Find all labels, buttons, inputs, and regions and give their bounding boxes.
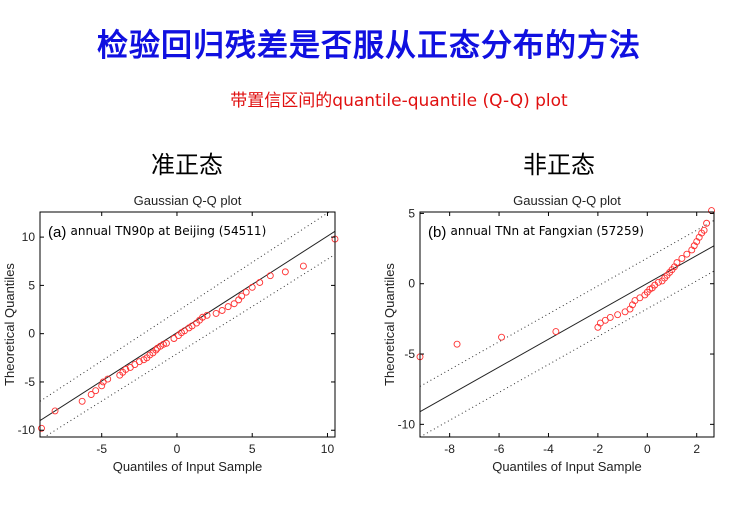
data-point	[683, 250, 691, 258]
confidence-band-lower	[43, 254, 335, 437]
reference-line	[40, 230, 335, 422]
x-tick-label: 2	[693, 442, 700, 456]
y-axis-label: Theoretical Quantiles	[2, 263, 17, 386]
confidence-band-upper	[420, 220, 714, 387]
data-point	[78, 397, 86, 405]
y-tick-label: 0	[28, 327, 35, 341]
x-tick-label: 10	[321, 442, 335, 456]
x-tick-label: -2	[593, 442, 604, 456]
plot-title: Gaussian Q-Q plot	[513, 193, 621, 208]
page-title: 检验回归残差是否服从正态分布的方法	[97, 28, 641, 64]
confidence-band-upper	[40, 212, 331, 402]
data-point	[256, 279, 264, 286]
data-point	[299, 262, 307, 270]
data-point	[203, 311, 211, 319]
data-point	[104, 375, 112, 383]
data-point	[552, 328, 560, 335]
data-point	[218, 307, 226, 314]
data-point	[498, 333, 505, 341]
data-point	[238, 292, 246, 300]
y-tick-label: -5	[404, 347, 415, 361]
data-point	[51, 407, 59, 415]
x-tick-label: -4	[543, 442, 554, 456]
right-panel-label: 非正态	[523, 151, 595, 179]
data-point	[38, 424, 45, 432]
y-axis-label: Theoretical Quantiles	[382, 263, 397, 386]
page-subtitle: 带置信区间的quantile-quantile (Q-Q) plot	[230, 91, 568, 111]
data-point	[92, 387, 100, 395]
data-point	[678, 254, 686, 262]
data-point	[703, 219, 711, 227]
data-point	[700, 226, 708, 234]
qq-plot-a: Gaussian Q-Q plot -5 0 5 10 -10 -5 0 5 10 Quantile…	[2, 193, 339, 474]
x-axis-label: Quantiles of Input Sample	[113, 459, 263, 474]
x-tick-label: 5	[249, 442, 256, 456]
x-axis-label: Quantiles of Input Sample	[492, 459, 642, 474]
axes-box	[39, 211, 336, 438]
data-point	[248, 283, 256, 291]
plot-annotation: (b) annual TNn at Fangxian (57259)	[428, 224, 644, 241]
reference-line	[420, 245, 714, 413]
data-point	[606, 314, 614, 321]
data-point	[131, 361, 139, 369]
data-point	[235, 296, 243, 304]
data-point	[230, 300, 238, 308]
confidence-band-lower	[420, 270, 714, 437]
y-tick-label: 5	[408, 206, 415, 220]
data-point	[152, 346, 160, 354]
data-point	[266, 272, 274, 280]
data-point	[162, 339, 170, 347]
data-point	[673, 259, 681, 267]
y-tick-label: -5	[24, 375, 35, 389]
data-point	[224, 303, 232, 311]
y-tick-label: -10	[398, 417, 416, 431]
data-point	[212, 309, 220, 317]
data-point	[122, 365, 130, 373]
data-point	[614, 311, 622, 319]
axes-box	[419, 211, 715, 438]
plot-annotation: (a) annual TN90p at Beijing (54511)	[48, 224, 266, 241]
data-point	[281, 268, 289, 276]
data-point	[654, 278, 662, 286]
plot-title: Gaussian Q-Q plot	[134, 193, 242, 208]
qq-plot-b: Gaussian Q-Q plot -8 -6 -4 -2 0 2 -10 -5 0 5 Quanti…	[382, 193, 715, 474]
data-point	[453, 340, 461, 348]
data-point	[135, 358, 143, 366]
data-point	[199, 313, 207, 321]
x-tick-label: 0	[644, 442, 651, 456]
data-point	[242, 288, 250, 296]
x-tick-label: -6	[494, 442, 505, 456]
data-point	[87, 391, 95, 398]
x-tick-label: -8	[444, 442, 455, 456]
data-point	[159, 340, 167, 348]
y-tick-label: -10	[18, 423, 36, 437]
y-tick-label: 10	[22, 230, 36, 244]
data-point	[98, 382, 106, 390]
data-point	[170, 335, 178, 342]
x-tick-label: 0	[174, 442, 181, 456]
x-tick-label: -5	[96, 442, 107, 456]
y-tick-label: 5	[28, 278, 35, 292]
y-tick-label: 0	[408, 277, 415, 291]
left-panel-label: 准正态	[151, 151, 223, 179]
